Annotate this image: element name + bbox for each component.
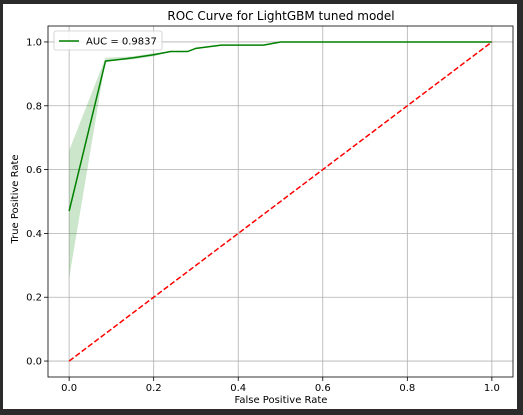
plot-frame <box>47 25 514 378</box>
chart-title: ROC Curve for LightGBM tuned model <box>167 9 394 23</box>
y-tick-label: 0.0 <box>26 357 42 368</box>
y-tick-label: 0.4 <box>26 229 42 240</box>
x-axis-label: False Positive Rate <box>235 395 328 406</box>
confidence-band <box>69 41 492 279</box>
x-tick-label: 1.0 <box>484 383 500 394</box>
y-tick-label: 0.8 <box>26 101 42 112</box>
x-tick-label: 0.0 <box>61 383 77 394</box>
roc-curve-line <box>68 41 492 212</box>
y-axis-label: True Positive Rate <box>10 154 21 244</box>
x-tick-label: 0.2 <box>146 383 162 394</box>
x-tick-label: 0.6 <box>315 383 331 394</box>
y-tick-label: 0.2 <box>26 293 42 304</box>
x-tick-label: 0.4 <box>230 383 246 394</box>
legend-label: AUC = 0.9837 <box>86 37 157 48</box>
y-tick-label: 0.6 <box>26 165 42 176</box>
x-tick-label: 0.8 <box>399 383 415 394</box>
legend-box <box>53 30 163 51</box>
diagonal-reference-line <box>68 41 493 362</box>
y-tick-label: 1.0 <box>26 37 42 48</box>
figure-canvas <box>3 4 517 409</box>
